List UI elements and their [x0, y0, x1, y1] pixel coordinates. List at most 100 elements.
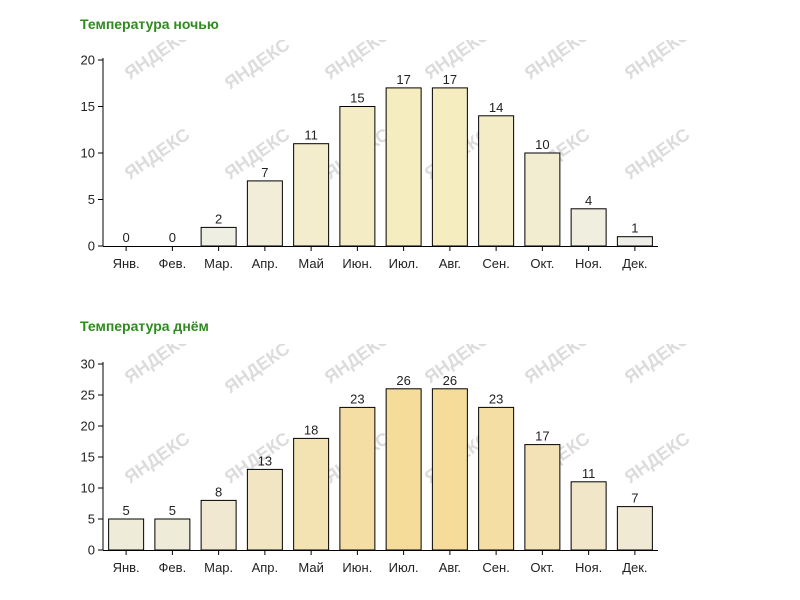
day-temperature-chart: ЯНДЕКС ЯНДЕКС ЯНДЕКС ЯНДЕКС ЯНДЕКС ЯНДЕКС ЯНДЕ…: [81, 344, 694, 575]
day-x-tick-label: Июл.: [389, 560, 419, 575]
night-x-tick-label: Ноя.: [575, 256, 602, 271]
watermark-text: ЯНДЕКС: [121, 124, 194, 183]
night-bar: [385, 87, 422, 247]
night-data-label: 17: [396, 72, 410, 87]
day-y-tick-label: 25: [81, 388, 95, 403]
night-x-tick-label: Янв.: [113, 256, 140, 271]
night-x-tick-label: Фев.: [159, 256, 187, 271]
day-bar: [431, 388, 468, 551]
night-x-tick-label: Апр.: [252, 256, 279, 271]
day-data-label: 7: [631, 491, 638, 506]
day-y-tick-label: 0: [88, 543, 95, 558]
day-bar: [570, 481, 607, 551]
night-bar: [478, 115, 515, 247]
day-chart-title: Температура днём: [80, 318, 209, 334]
day-bar: [293, 437, 330, 551]
night-data-label: 7: [261, 165, 268, 180]
night-data-label: 0: [123, 230, 130, 245]
day-data-label: 11: [582, 466, 596, 481]
watermark-text: ЯНДЕКС: [321, 40, 394, 83]
night-data-label: 11: [304, 128, 318, 143]
day-x-tick-label: Фев.: [159, 560, 187, 575]
day-x-tick-label: Окт.: [530, 560, 554, 575]
night-bar: [246, 180, 283, 247]
day-y-tick-label: 15: [81, 450, 95, 465]
day-bar: [200, 499, 237, 551]
day-data-label: 13: [258, 453, 272, 468]
night-x-tick-label: Июл.: [389, 256, 419, 271]
watermark-text: ЯНДЕКС: [221, 344, 294, 397]
night-y-tick-label: 0: [88, 239, 95, 254]
night-data-label: 15: [350, 91, 364, 106]
night-x-tick-label: Мар.: [204, 256, 233, 271]
night-y-tick-label: 5: [88, 192, 95, 207]
day-bar: [108, 518, 145, 551]
night-y-tick-label: 10: [81, 146, 95, 161]
night-chart-title: Температура ночью: [80, 16, 219, 32]
night-bar: [431, 87, 468, 247]
watermark-text: ЯНДЕКС: [121, 428, 194, 487]
watermark-text: ЯНДЕКС: [121, 40, 194, 83]
watermark-text: ЯНДЕКС: [621, 124, 694, 183]
night-x-tick-label: Июн.: [342, 256, 372, 271]
day-y-tick-label: 5: [88, 512, 95, 527]
night-bar: [570, 208, 607, 247]
day-x-tick-label: Сен.: [482, 560, 509, 575]
day-bar: [616, 506, 653, 551]
day-bar: [339, 406, 376, 551]
day-y-tick-label: 30: [81, 357, 95, 372]
watermark-text: ЯНДЕКС: [221, 40, 294, 93]
night-x-tick-label: Май: [298, 256, 323, 271]
day-x-tick-label: Апр.: [252, 560, 279, 575]
day-bar: [246, 468, 283, 551]
watermark-text: ЯНДЕКС: [121, 344, 194, 387]
day-x-tick-label: Янв.: [113, 560, 140, 575]
day-data-label: 5: [169, 503, 176, 518]
day-x-tick-label: Авг.: [439, 560, 461, 575]
night-data-label: 2: [215, 211, 222, 226]
day-bar: [154, 518, 191, 551]
day-y-tick-label: 10: [81, 481, 95, 496]
watermark-text: ЯНДЕКС: [621, 40, 694, 83]
day-data-label: 23: [489, 391, 503, 406]
day-y-tick-label: 20: [81, 419, 95, 434]
watermark-text: ЯНДЕКС: [621, 428, 694, 487]
night-y-tick-label: 20: [81, 53, 95, 68]
day-x-tick-label: Май: [298, 560, 323, 575]
day-data-label: 23: [350, 391, 364, 406]
night-x-tick-label: Авг.: [439, 256, 461, 271]
watermark-text: ЯНДЕКС: [321, 344, 394, 387]
night-y-tick-label: 15: [81, 99, 95, 114]
day-x-tick-label: Дек.: [622, 560, 647, 575]
day-bar: [524, 444, 561, 551]
watermark-text: ЯНДЕКС: [521, 40, 594, 83]
watermark-text: ЯНДЕКС: [621, 344, 694, 387]
night-bar: [524, 152, 561, 247]
night-data-label: 10: [535, 137, 549, 152]
day-bar: [385, 388, 422, 551]
night-data-label: 17: [443, 72, 457, 87]
day-bar: [478, 406, 515, 551]
night-bar: [616, 236, 653, 247]
night-data-label: 0: [169, 230, 176, 245]
day-data-label: 5: [123, 503, 130, 518]
night-x-tick-label: Сен.: [482, 256, 509, 271]
day-data-label: 26: [443, 373, 457, 388]
night-data-label: 4: [585, 193, 592, 208]
night-data-label: 1: [631, 221, 638, 236]
day-data-label: 17: [535, 429, 549, 444]
night-bar: [293, 143, 330, 247]
night-x-tick-label: Окт.: [530, 256, 554, 271]
night-bar: [200, 226, 237, 247]
watermark-text: ЯНДЕКС: [521, 344, 594, 387]
night-x-tick-label: Дек.: [622, 256, 647, 271]
night-temperature-chart: ЯНДЕКС ЯНДЕКС ЯНДЕКС ЯНДЕКС ЯНДЕКС ЯНДЕКС ЯНДЕ…: [81, 40, 694, 271]
day-data-label: 18: [304, 422, 318, 437]
day-data-label: 26: [396, 373, 410, 388]
day-x-tick-label: Июн.: [342, 560, 372, 575]
night-bar: [339, 106, 376, 247]
day-x-tick-label: Мар.: [204, 560, 233, 575]
night-data-label: 14: [489, 100, 503, 115]
watermark-text: ЯНДЕКС: [221, 124, 294, 183]
day-x-tick-label: Ноя.: [575, 560, 602, 575]
